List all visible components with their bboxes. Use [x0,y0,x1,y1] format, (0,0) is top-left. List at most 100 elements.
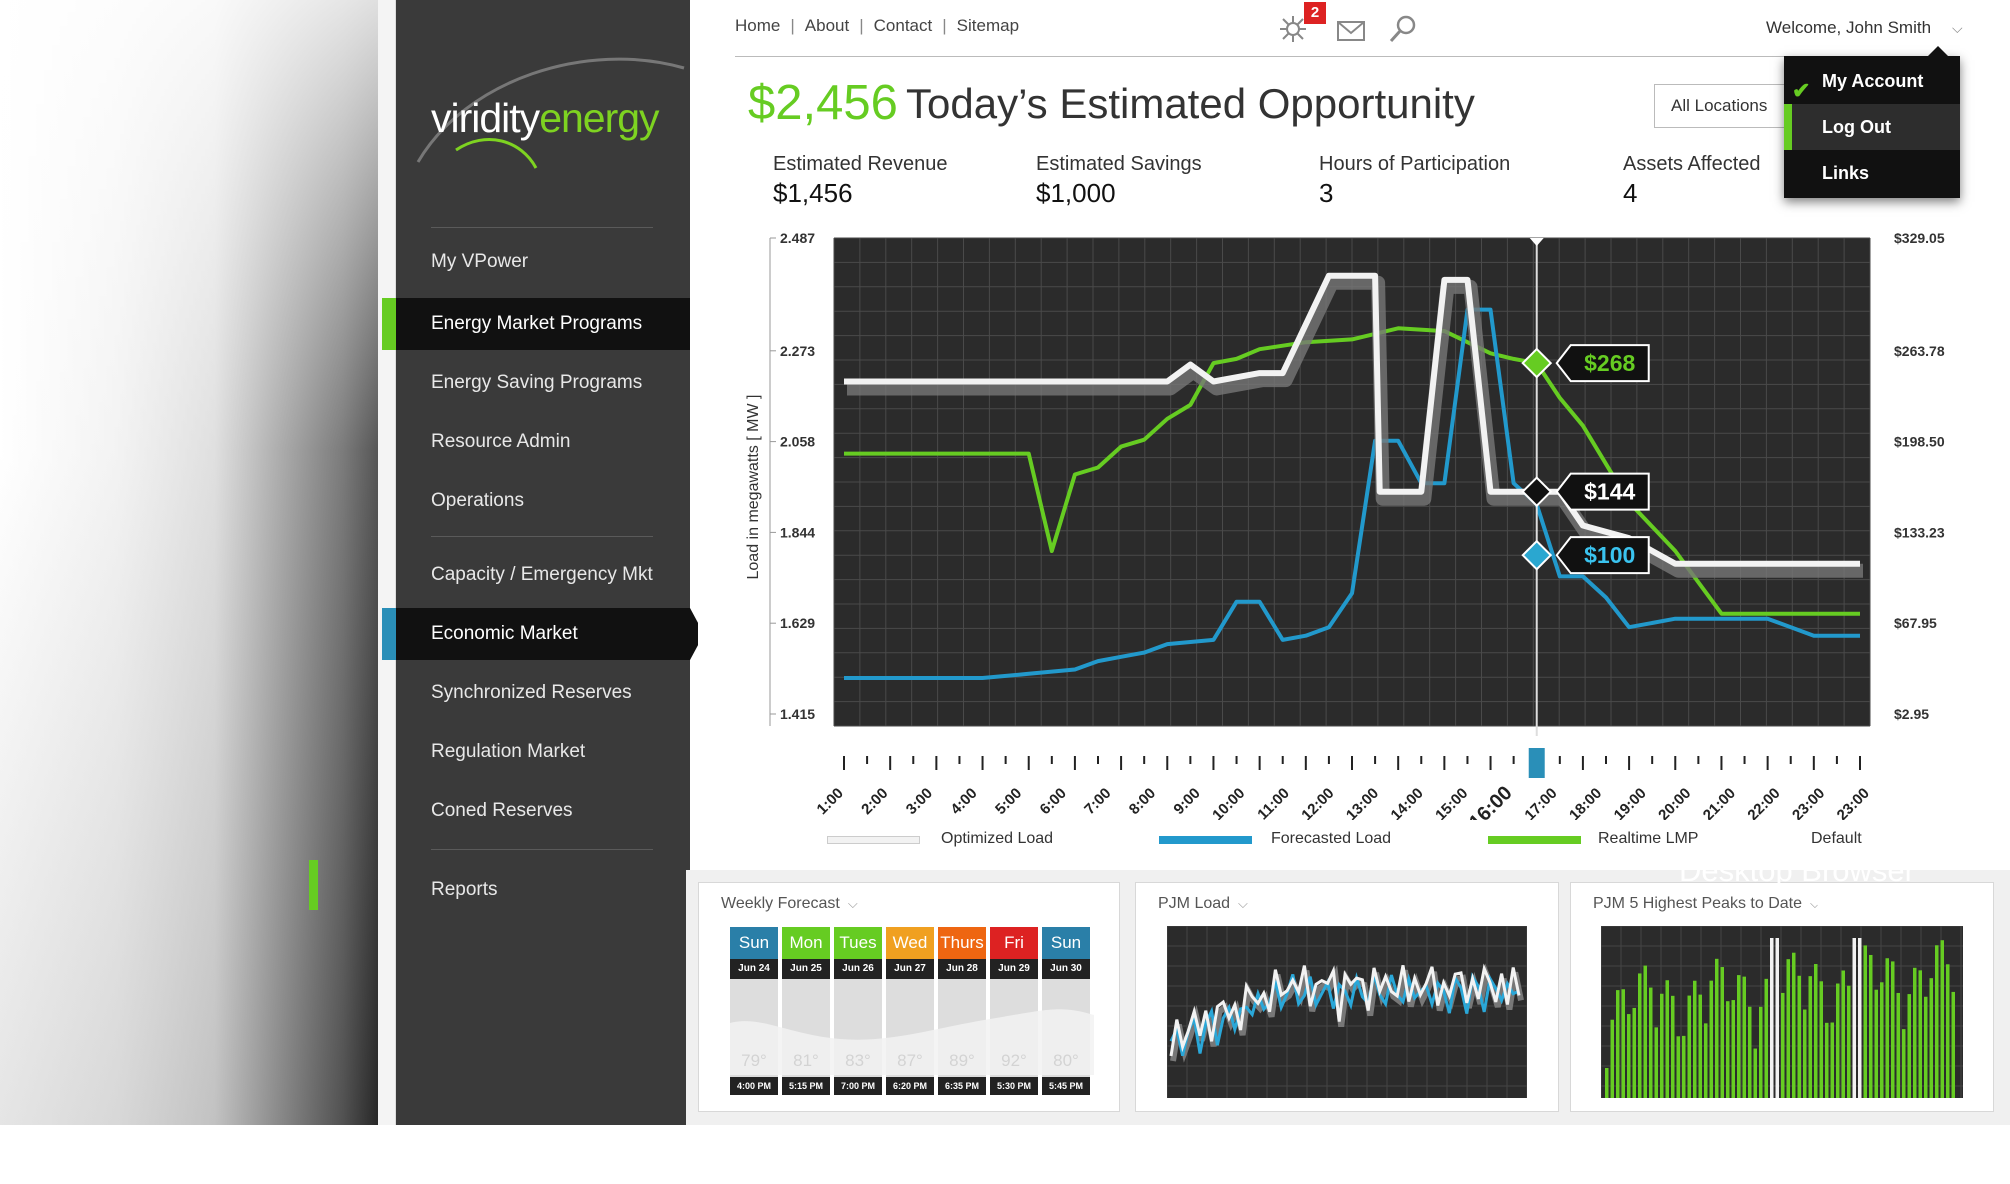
mail-icon[interactable] [1336,16,1366,46]
sidebar-item-capacity-emergency[interactable]: Capacity / Emergency Mkt [431,564,653,585]
peak-bar [1709,980,1713,1098]
peak-bar [1693,980,1697,1098]
forecast-day-name: Mon [782,927,830,959]
logo-text: viridityenergy [431,95,660,142]
x-tick-label: 18:00 [1566,785,1605,820]
peak-bar [1814,964,1818,1098]
nav-separator: | [790,16,795,35]
peak-bar [1726,1001,1730,1098]
selected-top-caret [1529,238,1544,246]
forecast-day-name: Sun [730,927,778,959]
peak-bar [1924,996,1928,1098]
peak-bar [1621,989,1625,1098]
stat-hours-participation: Hours of Participation 3 [1319,153,1510,209]
panel-title[interactable]: PJM Load ⌵ [1158,895,1248,913]
stat-assets-affected: Assets Affected 4 [1623,153,1761,209]
peak-bar [1654,1027,1658,1098]
legend-swatch-lmp [1488,836,1581,844]
search-icon[interactable] [1388,14,1418,44]
peak-bar [1880,982,1884,1098]
forecast-day-date: Jun 26 [834,959,882,979]
peak-bar [1753,1048,1757,1098]
y2-tick-label: $67.95 [1894,615,1937,631]
logo-swoosh-icon [416,57,685,169]
version-label-line1: Desktop Browser [1678,853,1915,888]
selected-tick-marker [1528,748,1545,778]
peak-bar-highlight [1770,938,1774,1098]
marker-callout [1555,536,1650,575]
forecast-day-date: Jun 28 [938,959,986,979]
x-tick-label: 20:00 [1655,785,1694,820]
check-icon: ✔ [1792,78,1811,103]
peak-bar [1649,987,1653,1098]
top-rule [735,56,1950,57]
legend-forecasted[interactable]: Forecasted Load [1271,830,1392,847]
sidebar-item-energy-saving-programs[interactable]: Energy Saving Programs [431,372,643,393]
sidebar-item-operations[interactable]: Operations [431,490,524,511]
sidebar-item-resource-admin[interactable]: Resource Admin [431,431,571,452]
forecast-day-time: 5:15 PM [782,1077,830,1095]
peak-bar [1759,1006,1763,1098]
peak-bar [1847,985,1851,1098]
stat-estimated-savings: Estimated Savings $1,000 [1036,153,1202,209]
peak-bar [1803,1009,1807,1098]
peak-bar [1896,992,1900,1098]
y-axis-label: Load in megawatts [ MW ] [745,395,762,580]
sidebar-item-reports[interactable]: Reports [431,879,498,900]
chevron-down-icon[interactable]: ⌵ [1952,20,1963,36]
alert-burst-icon[interactable] [1278,14,1308,44]
series-line-blue [1169,971,1520,1057]
peak-bar [1902,1029,1906,1098]
stat-value: $1,000 [1036,178,1116,208]
peak-bar [1720,967,1724,1098]
peak-bar [1874,989,1878,1098]
peak-bar [1841,970,1845,1098]
y2-tick-label: $329.05 [1894,230,1945,246]
x-tick-label: 9:00 [1170,785,1203,818]
stat-label: Estimated Revenue [773,153,948,175]
forecast-day-time: 5:30 PM [990,1077,1038,1095]
series-line-forecasted-load [844,307,1860,680]
page-backdrop [0,0,390,1125]
y2-tick-label: $133.23 [1894,524,1945,540]
menu-item-my-account[interactable]: ✔ My Account [1784,58,1960,104]
menu-item-log-out[interactable]: Log Out [1784,104,1960,150]
peak-bar [1682,1035,1686,1098]
logo[interactable]: viridityenergy [396,50,690,180]
nav-separator: | [859,16,864,35]
peak-bar [1836,983,1840,1098]
sidebar-item-coned-reserves[interactable]: Coned Reserves [431,800,573,821]
legend-default[interactable]: Default [1811,830,1862,847]
legend-lmp[interactable]: Realtime LMP [1598,830,1699,847]
x-tick-label: 11:00 [1254,785,1293,820]
location-select[interactable]: All Locations [1654,84,1794,128]
panel-title[interactable]: PJM 5 Highest Peaks to Date ⌵ [1593,895,1820,913]
sidebar-item-regulation-market[interactable]: Regulation Market [431,741,586,762]
nav-link-about[interactable]: About [804,16,850,35]
peak-bar [1632,1007,1636,1098]
forecast-day-name: Tues [834,927,882,959]
nav-link-home[interactable]: Home [735,16,781,35]
sidebar-item-energy-market-programs[interactable]: Energy Market Programs [382,298,690,350]
sidebar-item-economic-market[interactable]: Economic Market [382,608,704,660]
peak-bar [1616,990,1620,1098]
pjm-load-plot [1167,926,1527,1098]
nav-link-sitemap[interactable]: Sitemap [956,16,1020,35]
nav-link-contact[interactable]: Contact [873,16,933,35]
panel-title[interactable]: Weekly Forecast ⌵ [721,895,858,913]
sidebar-item-synchronized-reserves[interactable]: Synchronized Reserves [431,682,632,703]
stat-value: $1,456 [773,178,853,208]
chevron-down-icon: ⌵ [847,896,858,911]
x-tick-label: 8:00 [1126,785,1159,818]
menu-item-links[interactable]: Links [1822,163,1870,183]
peak-bar [1737,975,1741,1098]
peak-bar [1687,995,1691,1098]
sidebar-item-my-vpower[interactable]: My VPower [431,251,529,272]
welcome-user[interactable]: Welcome, John Smith [1766,18,1932,37]
peak-bar [1764,978,1768,1098]
opportunity-value: $2,456 [748,76,898,130]
marker-diamond-icon [1521,539,1553,571]
peak-bar [1935,945,1939,1098]
y-tick-label: 2.273 [780,343,815,359]
legend-optimized[interactable]: Optimized Load [941,830,1054,847]
